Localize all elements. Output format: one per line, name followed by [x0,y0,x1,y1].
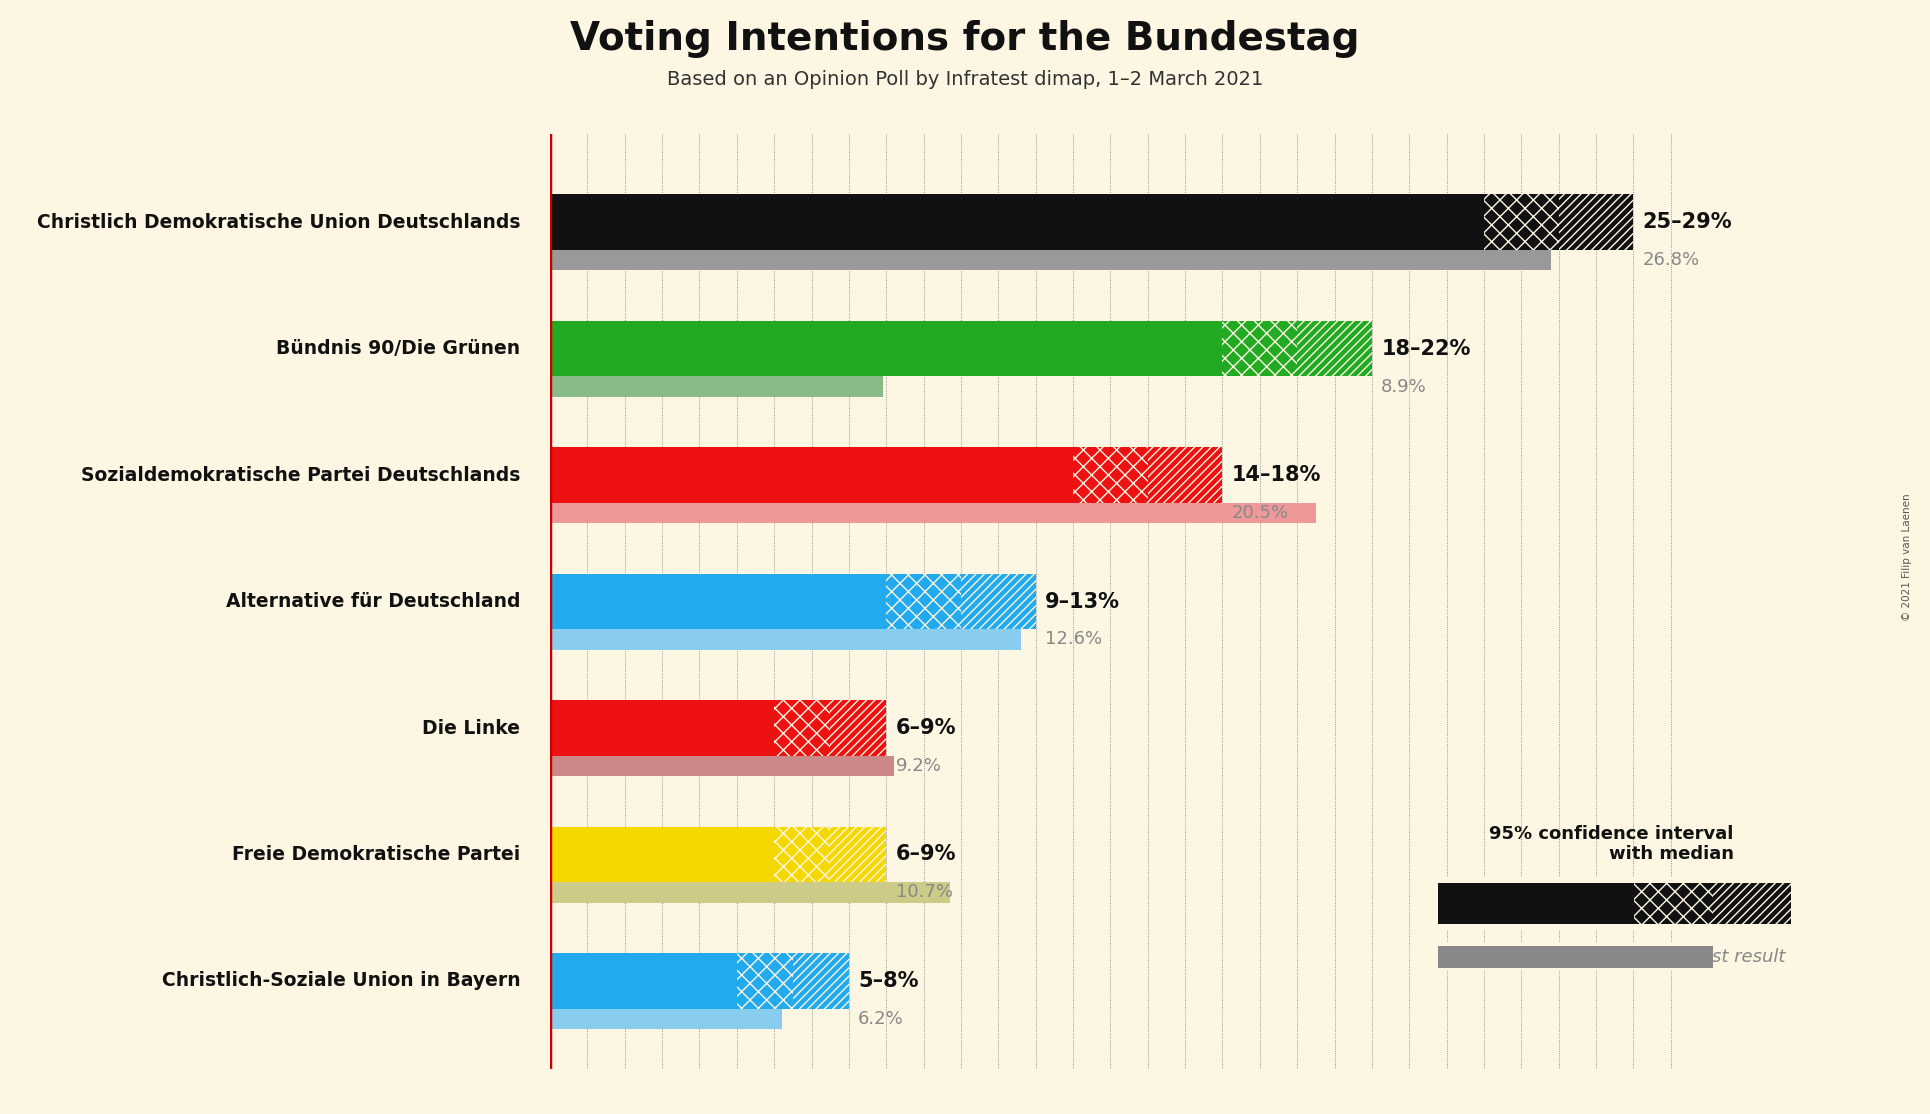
Bar [774,701,830,755]
Text: 12.6%: 12.6% [1044,631,1102,648]
Text: 20.5%: 20.5% [1231,504,1289,522]
Bar [737,954,793,1009]
Text: Freie Demokratische Partei: Freie Demokratische Partei [232,844,521,864]
Bar [1438,946,1712,968]
Text: Christlich Demokratische Union Deutschlands: Christlich Demokratische Union Deutschla… [37,213,521,232]
Bar [1073,448,1148,502]
Text: Christlich-Soziale Union in Bayern: Christlich-Soziale Union in Bayern [162,971,521,990]
Bar [774,827,830,882]
Text: 95% confidence interval
with median: 95% confidence interval with median [1490,824,1733,863]
Text: Bündnis 90/Die Grünen: Bündnis 90/Die Grünen [276,339,521,359]
Text: Die Linke: Die Linke [423,719,521,737]
Text: 8.9%: 8.9% [1382,378,1426,395]
Bar [550,827,774,882]
Text: © 2021 Filip van Laenen: © 2021 Filip van Laenen [1901,494,1913,620]
Bar [550,502,1316,524]
Text: Alternative für Deutschland: Alternative für Deutschland [226,592,521,612]
Bar [1222,321,1297,377]
Bar [1712,882,1791,925]
Bar [550,194,1484,250]
Bar [550,321,1222,377]
Bar [550,629,1021,649]
Bar [961,574,1036,629]
Bar [1438,882,1635,925]
Text: 9.2%: 9.2% [896,756,942,775]
Bar [1148,448,1222,502]
Text: 10.7%: 10.7% [896,883,953,901]
Text: 18–22%: 18–22% [1382,339,1471,359]
Bar [550,250,1552,271]
Text: Based on an Opinion Poll by Infratest dimap, 1–2 March 2021: Based on an Opinion Poll by Infratest di… [666,70,1264,89]
Text: 6.2%: 6.2% [859,1010,903,1028]
Text: 6–9%: 6–9% [896,719,955,737]
Text: Last result: Last result [1691,948,1785,966]
Text: Voting Intentions for the Bundestag: Voting Intentions for the Bundestag [569,20,1361,58]
Bar [550,377,882,397]
Bar [1297,321,1372,377]
Bar [1559,194,1633,250]
Bar [550,882,950,902]
Bar [550,954,737,1009]
Bar [830,827,886,882]
Text: Sozialdemokratische Partei Deutschlands: Sozialdemokratische Partei Deutschlands [81,466,521,485]
Bar [550,755,894,776]
Text: 5–8%: 5–8% [859,971,919,991]
Text: 6–9%: 6–9% [896,844,955,864]
Text: 26.8%: 26.8% [1642,251,1700,270]
Bar [1484,194,1559,250]
Bar [886,574,961,629]
Text: 14–18%: 14–18% [1231,466,1322,485]
Text: 9–13%: 9–13% [1044,592,1119,612]
Bar [1635,882,1712,925]
Bar [550,574,886,629]
Bar [550,701,774,755]
Bar [793,954,849,1009]
Bar [550,448,1073,502]
Text: 25–29%: 25–29% [1642,212,1733,232]
Bar [550,1009,782,1029]
Bar [830,701,886,755]
